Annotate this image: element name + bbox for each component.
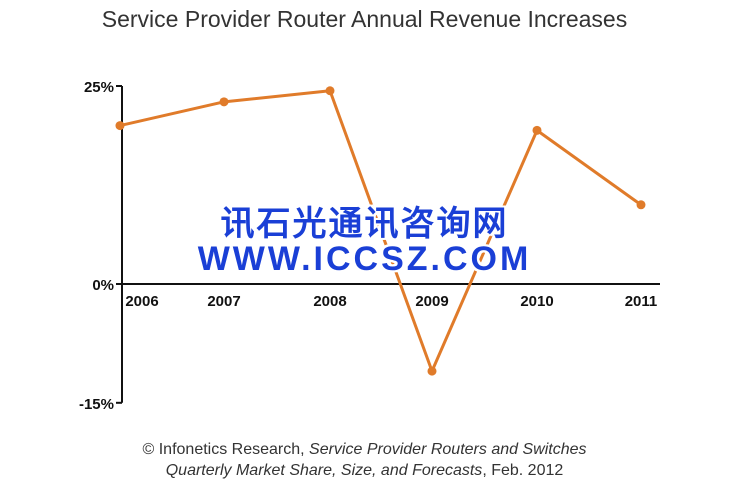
source-date: , Feb. 2012 — [482, 462, 564, 479]
source-line-2: Quarterly Market Share, Size, and Foreca… — [0, 462, 729, 480]
data-point-2006 — [115, 121, 125, 131]
x-tick-label: 2010 — [520, 293, 553, 310]
y-tick-label: -15% — [79, 396, 114, 413]
y-tick-label: 0% — [92, 277, 114, 294]
x-tick-label: 2009 — [415, 293, 448, 310]
x-tick-label: 2011 — [625, 293, 658, 310]
source-line-1: © Infonetics Research, Service Provider … — [0, 441, 729, 459]
source-report-title: Service Provider Routers and Switches — [309, 441, 587, 458]
data-point-2008 — [325, 86, 335, 96]
source-report-subtitle: Quarterly Market Share, Size, and Foreca… — [165, 462, 483, 479]
data-point-2009 — [427, 366, 437, 376]
y-tick-label: 25% — [84, 79, 114, 96]
data-point-2011 — [636, 200, 646, 210]
series-line — [119, 89, 642, 373]
x-tick-label: 2007 — [207, 293, 240, 310]
x-tick-label: 2008 — [313, 293, 346, 310]
watermark-url: WWW.ICCSZ.COM — [197, 240, 532, 278]
data-point-2010 — [532, 125, 542, 135]
chart-title: Service Provider Router Annual Revenue I… — [101, 6, 628, 32]
source-prefix: © Infonetics Research, — [142, 441, 310, 458]
data-point-2007 — [219, 97, 229, 107]
x-tick-label: 2006 — [125, 293, 158, 310]
watermark-chinese: 讯石光通讯咨询网 — [220, 204, 509, 244]
